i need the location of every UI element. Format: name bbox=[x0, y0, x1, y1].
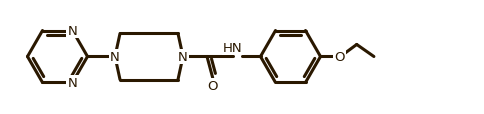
Text: HN: HN bbox=[223, 42, 242, 54]
Text: N: N bbox=[67, 25, 77, 38]
Text: N: N bbox=[67, 76, 77, 89]
Text: O: O bbox=[207, 80, 217, 92]
Text: N: N bbox=[178, 51, 187, 63]
Text: N: N bbox=[110, 51, 120, 63]
Text: O: O bbox=[333, 51, 344, 63]
